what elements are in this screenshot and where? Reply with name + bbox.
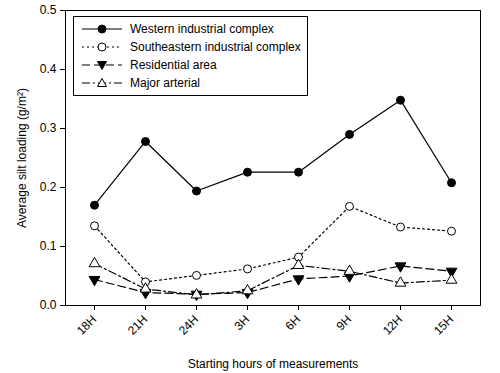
svg-text:6H: 6H <box>283 312 304 333</box>
svg-text:0.1: 0.1 <box>40 239 57 253</box>
svg-text:15H: 15H <box>431 312 456 337</box>
svg-text:Starting hours of measurements: Starting hours of measurements <box>188 357 359 371</box>
html-text:Residential area: Residential area <box>130 58 217 72</box>
svg-text:Average silt loading (g/m²): Average silt loading (g/m²) <box>15 88 29 228</box>
svg-text:9H: 9H <box>334 312 355 333</box>
html-text:Major arterial: Major arterial <box>130 76 200 90</box>
html-text:Southeastern industrial comple: Southeastern industrial complex <box>130 40 301 54</box>
svg-text:0.0: 0.0 <box>40 298 57 312</box>
svg-text:18H: 18H <box>74 312 99 337</box>
svg-text:3H: 3H <box>232 312 253 333</box>
svg-text:24H: 24H <box>176 312 201 337</box>
html-text:Western industrial complex: Western industrial complex <box>130 22 274 36</box>
svg-text:0.3: 0.3 <box>40 121 57 135</box>
svg-text:12H: 12H <box>380 312 405 337</box>
svg-text:0.4: 0.4 <box>40 62 57 76</box>
svg-text:21H: 21H <box>125 312 150 337</box>
svg-text:0.2: 0.2 <box>40 180 57 194</box>
svg-text:0.5: 0.5 <box>40 3 57 17</box>
